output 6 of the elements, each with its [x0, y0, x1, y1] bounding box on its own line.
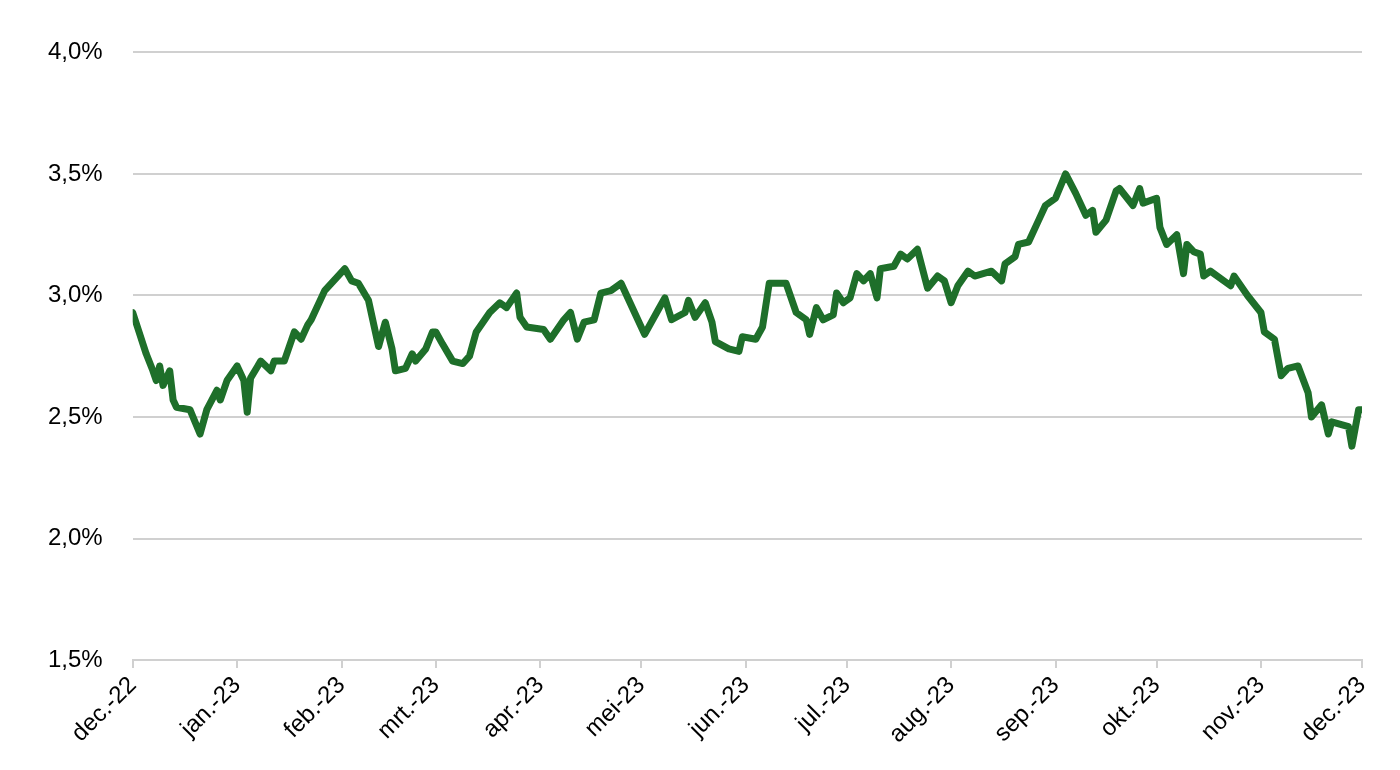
- y-tick-label: 2,0%: [48, 523, 103, 551]
- y-tick-label: 3,0%: [48, 280, 103, 308]
- y-tick-label: 3,5%: [48, 158, 103, 186]
- y-tick-label: 2,5%: [48, 401, 103, 429]
- y-tick-label: 1,5%: [48, 644, 103, 672]
- y-tick-label: 4,0%: [48, 37, 103, 65]
